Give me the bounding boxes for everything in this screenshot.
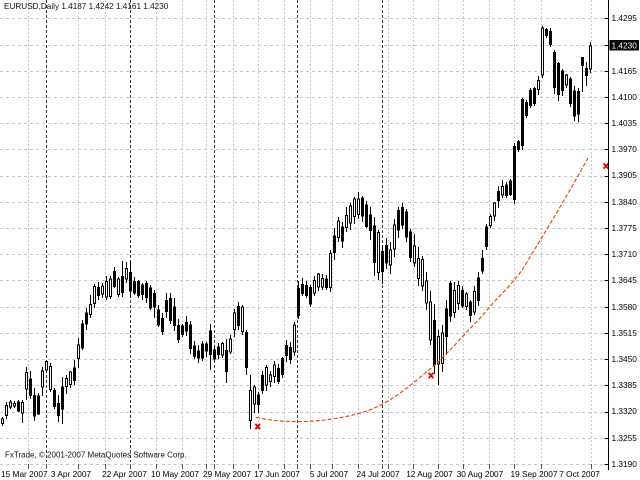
svg-text:3 Apr 2007: 3 Apr 2007 [51,469,92,479]
svg-text:1.3905: 1.3905 [612,170,638,180]
svg-text:1.3385: 1.3385 [612,380,638,390]
svg-text:1.4100: 1.4100 [612,92,638,102]
svg-text:EURUSD,Daily 1.4187 1.4242 1.: EURUSD,Daily 1.4187 1.4242 1.4161 1.4230 [4,2,169,11]
svg-text:1.3840: 1.3840 [612,197,638,207]
svg-text:1.4295: 1.4295 [612,13,638,23]
svg-text:1.3645: 1.3645 [612,275,638,285]
svg-text:10 May 2007: 10 May 2007 [151,469,199,479]
svg-text:1.4230: 1.4230 [612,40,638,50]
svg-text:1.3580: 1.3580 [612,302,638,312]
svg-text:1.3320: 1.3320 [612,406,638,416]
svg-text:1.3970: 1.3970 [612,144,638,154]
svg-text:5 Jul 2007: 5 Jul 2007 [310,469,349,479]
svg-text:1.3255: 1.3255 [612,433,638,443]
svg-text:1.3190: 1.3190 [612,459,638,469]
svg-text:12 Aug 2007: 12 Aug 2007 [406,469,453,479]
svg-text:15 Mar 2007: 15 Mar 2007 [1,469,48,479]
svg-text:30 Aug 2007: 30 Aug 2007 [457,469,504,479]
svg-text:17 Jun 2007: 17 Jun 2007 [254,469,300,479]
svg-text:1.4035: 1.4035 [612,118,638,128]
svg-text:24 Jul 2007: 24 Jul 2007 [357,469,400,479]
svg-text:1.4165: 1.4165 [612,66,638,76]
svg-text:1.3710: 1.3710 [612,249,638,259]
svg-text:22 Apr 2007: 22 Apr 2007 [102,469,147,479]
svg-text:1.3450: 1.3450 [612,354,638,364]
svg-text:1.3515: 1.3515 [612,328,638,338]
svg-text:29 May 2007: 29 May 2007 [203,469,251,479]
svg-text:FxTrade, © 2001-2007 MetaQuote: FxTrade, © 2001-2007 MetaQuotes Software… [5,451,187,460]
svg-text:1.3775: 1.3775 [612,223,638,233]
svg-text:7 Oct 2007: 7 Oct 2007 [559,469,600,479]
svg-text:19 Sep 2007: 19 Sep 2007 [510,469,557,479]
